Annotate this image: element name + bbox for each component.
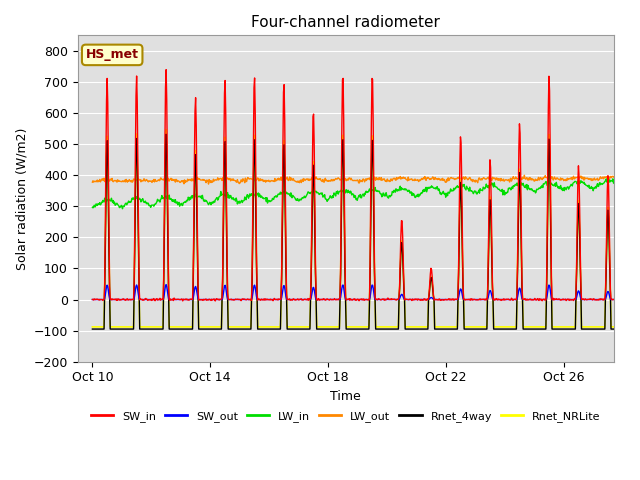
Title: Four-channel radiometer: Four-channel radiometer (252, 15, 440, 30)
Y-axis label: Solar radiation (W/m2): Solar radiation (W/m2) (15, 127, 28, 270)
Text: HS_met: HS_met (86, 48, 139, 61)
X-axis label: Time: Time (330, 390, 361, 403)
Legend: SW_in, SW_out, LW_in, LW_out, Rnet_4way, Rnet_NRLite: SW_in, SW_out, LW_in, LW_out, Rnet_4way,… (86, 407, 605, 426)
